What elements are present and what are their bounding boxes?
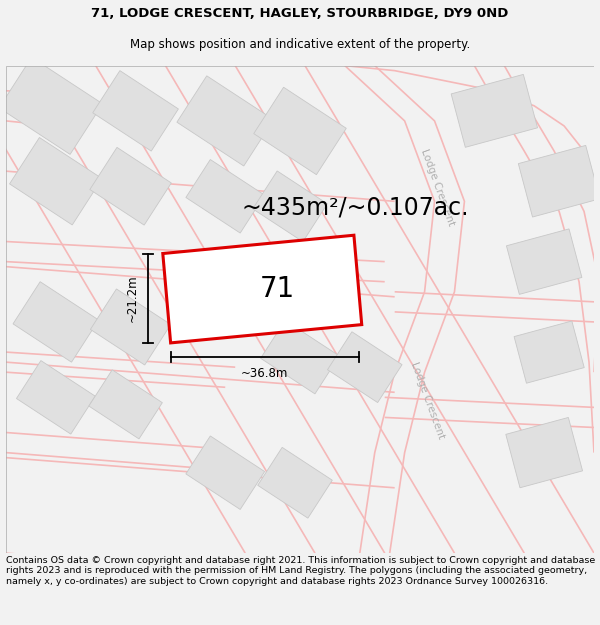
Polygon shape xyxy=(258,448,332,518)
Polygon shape xyxy=(0,58,103,154)
Polygon shape xyxy=(506,229,582,294)
Polygon shape xyxy=(260,321,340,394)
Text: Map shows position and indicative extent of the property.: Map shows position and indicative extent… xyxy=(130,38,470,51)
Polygon shape xyxy=(89,370,163,439)
Polygon shape xyxy=(514,321,584,383)
Text: Contains OS data © Crown copyright and database right 2021. This information is : Contains OS data © Crown copyright and d… xyxy=(6,556,595,586)
Polygon shape xyxy=(93,71,178,151)
Text: 71: 71 xyxy=(260,275,295,303)
Polygon shape xyxy=(163,235,362,343)
Polygon shape xyxy=(16,361,95,434)
Polygon shape xyxy=(10,138,102,225)
Polygon shape xyxy=(328,332,402,402)
Polygon shape xyxy=(13,282,98,362)
Text: Lodge Crescent: Lodge Crescent xyxy=(409,361,446,441)
Text: ~435m²/~0.107ac.: ~435m²/~0.107ac. xyxy=(241,196,469,220)
Polygon shape xyxy=(506,418,583,488)
Text: ~21.2m: ~21.2m xyxy=(125,274,139,322)
Polygon shape xyxy=(91,289,171,365)
Text: Lodge Crescent: Lodge Crescent xyxy=(419,148,456,228)
Polygon shape xyxy=(177,76,274,166)
Text: 71, LODGE CRESCENT, HAGLEY, STOURBRIDGE, DY9 0ND: 71, LODGE CRESCENT, HAGLEY, STOURBRIDGE,… xyxy=(91,6,509,19)
Polygon shape xyxy=(451,74,538,148)
Polygon shape xyxy=(253,171,328,242)
Polygon shape xyxy=(186,436,265,509)
Polygon shape xyxy=(254,88,346,174)
Polygon shape xyxy=(186,159,265,233)
Polygon shape xyxy=(518,146,600,217)
Polygon shape xyxy=(90,148,172,225)
Text: ~36.8m: ~36.8m xyxy=(241,367,289,380)
